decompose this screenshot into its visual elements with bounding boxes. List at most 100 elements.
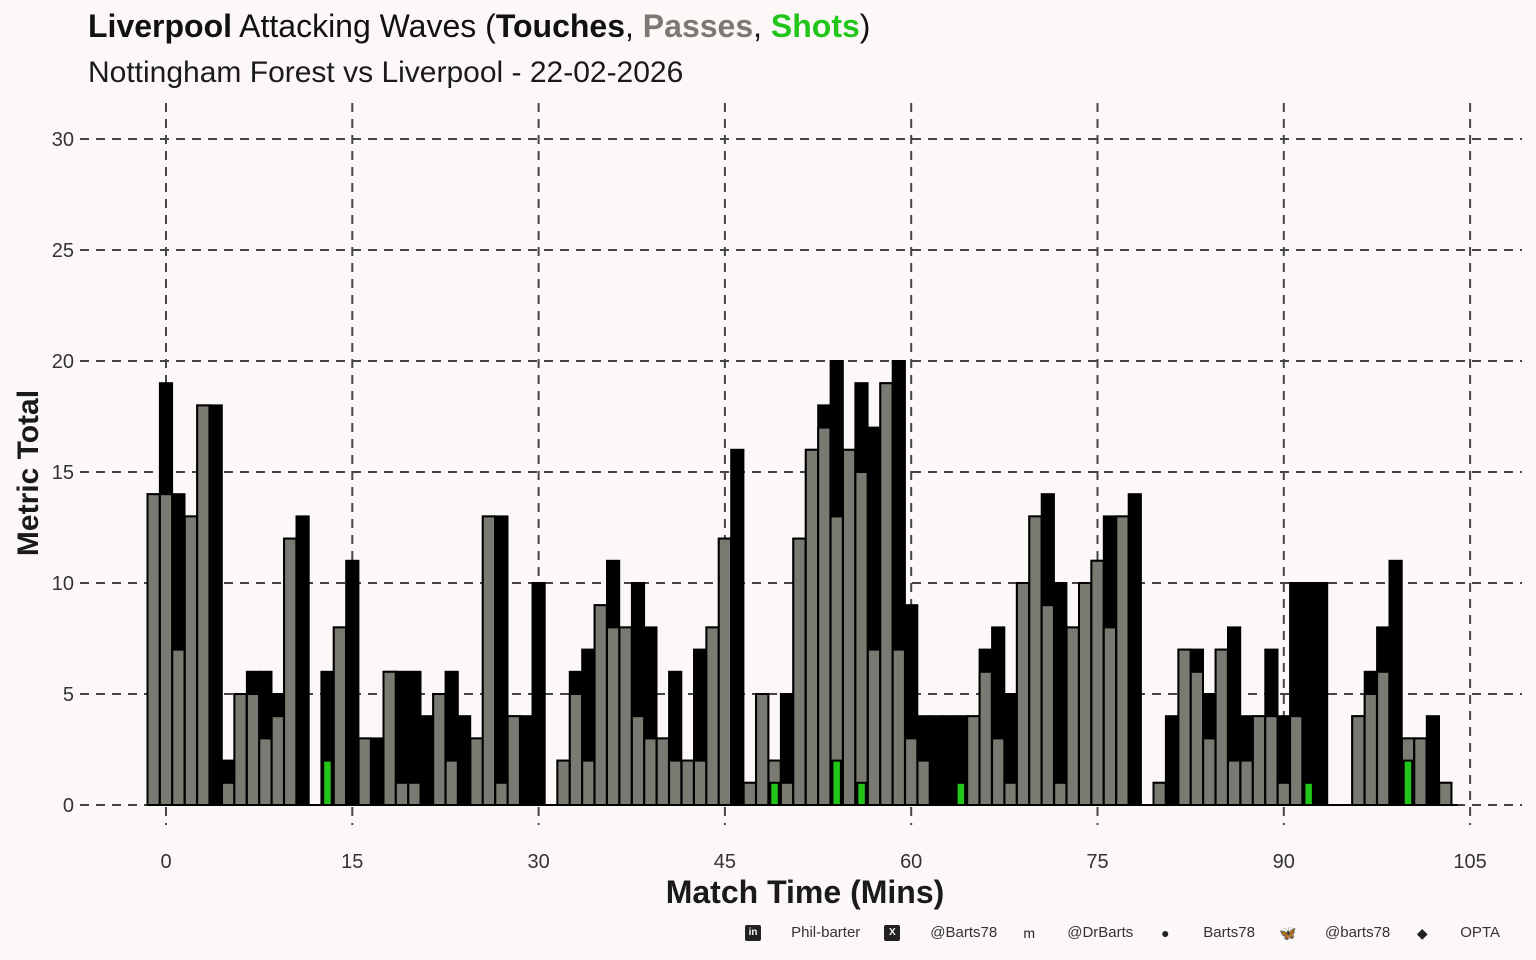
footer-label: @Barts78 [930,924,998,941]
linkedin-icon: in [745,924,762,941]
footer-label: @DrBarts [1067,924,1134,941]
passes-bar [966,715,981,807]
passes-bar [196,404,211,806]
x-icon: X [884,924,901,941]
passes-bar [891,648,906,806]
passes-bar [779,781,795,806]
passes-bar [1115,515,1130,807]
touches-bar [457,715,472,807]
touches-bar [295,515,310,807]
passes-bar [1239,759,1254,806]
passes-bar [1028,515,1043,807]
passes-bar [1003,781,1018,806]
passes-bar [494,781,509,806]
passes-bar [1189,670,1205,806]
passes-bar [1202,737,1217,807]
touches-bar [531,582,546,806]
passes-bar [866,648,882,806]
title-sep-2: , [753,8,771,44]
touches-bar [1301,582,1316,806]
passes-bar [991,737,1006,807]
x-tick-label: 0 [160,851,171,873]
title-passes: Passes [642,8,754,44]
passes-series [146,382,1453,807]
footer-item[interactable]: ◆ OPTA [1414,924,1500,941]
footer-credits: in Phil-barter X @Barts78 m @DrBarts ● Barts78 🦋… [745,924,1500,941]
passes-bar [655,737,670,807]
footer-item[interactable]: 🦋 @barts78 [1279,924,1414,941]
github-icon: ● [1161,924,1170,941]
chart-subtitle: Nottingham Forest vs Liverpool - 22-02-2… [88,56,684,89]
passes-bar [854,471,869,806]
passes-bar [693,759,708,806]
x-axis-label: Match Time (Mins) [666,874,945,910]
title-team: Liverpool [88,8,233,44]
footer-label: Barts78 [1203,924,1255,941]
passes-bar [1177,648,1192,806]
touches-bar [941,715,956,807]
passes-bar [1214,648,1229,806]
footer-label: OPTA [1460,924,1500,941]
shots-bar [1402,759,1414,806]
passes-bar [1102,626,1118,807]
passes-bar [506,715,521,807]
passes-bar [568,693,583,806]
shots-series [322,759,1414,806]
touches-bar [419,715,434,807]
passes-bar [1227,759,1242,806]
y-axis: 0 5 10 15 20 25 30 [52,129,74,817]
passes-bar [233,693,248,806]
passes-bar [1363,693,1378,806]
passes-bar [270,715,285,807]
title-sep-1: , [625,8,643,44]
passes-bar [1276,781,1291,806]
passes-bar [817,426,832,806]
x-tick-label: 105 [1453,851,1486,873]
x-tick-label: 60 [900,851,922,873]
passes-bar [581,759,596,806]
passes-bar [842,448,857,806]
passes-bar [668,759,683,806]
footer-item[interactable]: m @DrBarts [1021,924,1157,941]
dropbox-icon: ◆ [1416,924,1428,941]
footer-label: @barts78 [1325,924,1391,941]
chart-title: Liverpool Attacking Waves (Touches, Pass… [88,8,870,45]
passes-bar [258,737,273,807]
touches-bar [1314,582,1329,806]
passes-bar [432,693,447,806]
passes-bar [792,537,807,806]
footer-item[interactable]: in Phil-barter [745,924,884,941]
passes-bar [1090,559,1105,806]
touches-bar [494,515,509,807]
passes-bar [742,781,757,806]
y-tick-label: 20 [52,351,74,373]
y-tick-label: 25 [52,240,74,262]
touches-bar [370,737,385,807]
footer-item[interactable]: X @Barts78 [884,924,1021,941]
y-tick-label: 15 [52,462,74,484]
passes-bar [382,670,397,806]
y-tick-label: 5 [63,684,74,706]
x-tick-label: 30 [527,851,549,873]
passes-bar [171,648,186,806]
x-tick-label: 90 [1273,851,1295,873]
passes-bar [481,515,496,807]
touches-bar [1164,715,1180,807]
y-tick-label: 0 [63,795,74,817]
touches-bar [1053,582,1068,806]
passes-bar [394,781,410,806]
title-shots: Shots [770,8,860,44]
shots-bar [322,759,333,806]
passes-bar [1040,604,1055,807]
passes-bar [183,515,199,807]
passes-bar [705,626,720,807]
title-text: Attacking Waves ( [232,8,496,44]
passes-bar [717,537,732,806]
passes-bar [245,693,261,806]
title-close: ) [859,8,871,44]
x-tick-label: 45 [714,851,736,873]
mastodon-icon: m [1023,924,1036,941]
footer-item[interactable]: ● Barts78 [1157,924,1279,941]
passes-bar [1351,715,1366,807]
